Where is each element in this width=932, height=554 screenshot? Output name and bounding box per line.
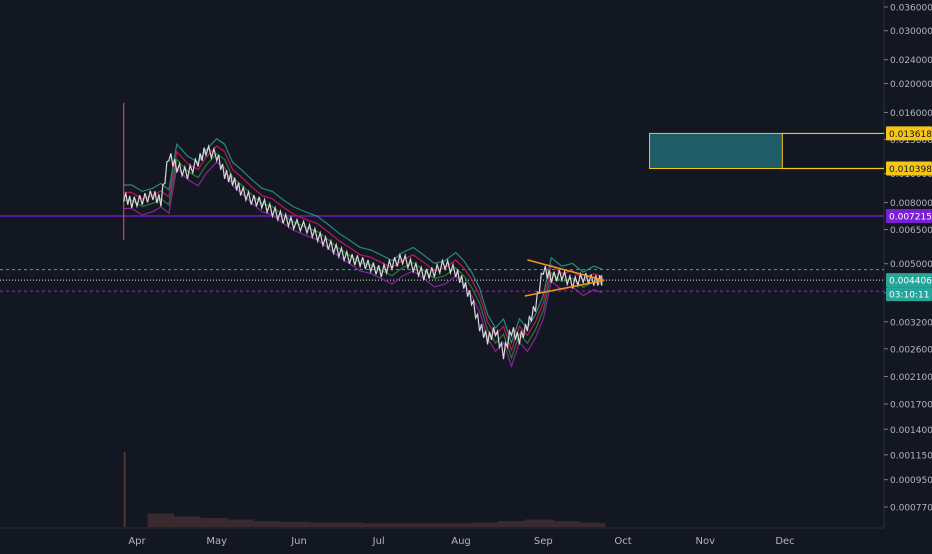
resistance-tag (886, 209, 932, 224)
target-top-tag-label: 0.013618 (889, 130, 932, 140)
volume-bar (123, 452, 126, 527)
x-tick-label: Sep (534, 536, 553, 547)
y-tick-label: 0.001700 (890, 401, 932, 411)
x-tick-label: Aug (451, 536, 471, 547)
y-tick-label: 0.024000 (890, 56, 932, 66)
volume-bar (147, 513, 175, 527)
moving-average-green (123, 152, 603, 360)
y-tick-label: 0.016000 (890, 109, 932, 119)
target-bottom-tag (886, 161, 932, 176)
volume-bar (524, 519, 554, 527)
volume-bar (362, 523, 390, 527)
target-bottom-tag-label: 0.010398 (889, 165, 932, 175)
x-tick-label: Apr (128, 536, 146, 547)
current-price-tag-label: 0.004406 (889, 277, 932, 287)
y-tick-label: 0.002100 (890, 373, 932, 383)
triangle-lower-line[interactable] (524, 279, 605, 297)
volume-bar (498, 521, 525, 527)
resistance-tag-label: 0.007215 (889, 213, 932, 223)
volume-bar (415, 523, 443, 527)
volume-bar (389, 523, 416, 527)
y-tick-label: 0.008000 (890, 199, 932, 209)
volume-bar (471, 522, 499, 527)
volume-bar (200, 518, 228, 527)
volume-bar (580, 522, 600, 527)
x-tick-label: Dec (775, 536, 794, 547)
y-tick-label: 0.002600 (890, 345, 932, 355)
y-tick-label: 0.000770 (890, 504, 932, 514)
volume-bar (280, 521, 310, 527)
y-tick-label: 0.036000 (890, 4, 932, 14)
y-tick-label: 0.005000 (890, 260, 932, 270)
volume-bar (442, 523, 472, 527)
volume-bar (174, 516, 201, 527)
y-tick-label: 0.006500 (890, 226, 932, 236)
y-tick-label: 0.003200 (890, 318, 932, 328)
x-tick-label: Jul (372, 536, 385, 547)
current-price-tag (886, 273, 932, 288)
y-tick-label: 0.000950 (890, 476, 932, 486)
target-top-tag (886, 126, 932, 141)
y-tick-label: 0.030000 (890, 27, 932, 37)
x-tick-label: Oct (614, 536, 631, 547)
target-zone-box[interactable] (649, 132, 783, 170)
y-tick-label: 0.001400 (890, 426, 932, 436)
price-line (123, 143, 603, 360)
volume-bar (336, 522, 363, 527)
triangle-upper-line[interactable] (527, 259, 605, 282)
volume-bar (227, 519, 254, 527)
countdown-tag (886, 287, 932, 302)
x-tick-label: May (206, 536, 227, 547)
y-tick-label: 0.013000 (890, 136, 932, 146)
volume-bar (553, 521, 581, 527)
y-tick-label: 0.020000 (890, 80, 932, 90)
x-tick-label: Nov (696, 536, 716, 547)
volume-bar (253, 521, 281, 527)
y-tick-label: 0.001150 (890, 451, 932, 461)
volume-bar (599, 523, 606, 527)
x-tick-label: Jun (290, 536, 307, 547)
countdown-label: 03:10:11 (889, 291, 929, 301)
volume-bar (309, 522, 337, 527)
